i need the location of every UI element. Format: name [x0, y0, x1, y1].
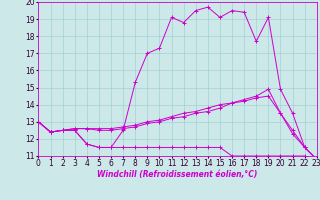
X-axis label: Windchill (Refroidissement éolien,°C): Windchill (Refroidissement éolien,°C)	[97, 170, 258, 179]
